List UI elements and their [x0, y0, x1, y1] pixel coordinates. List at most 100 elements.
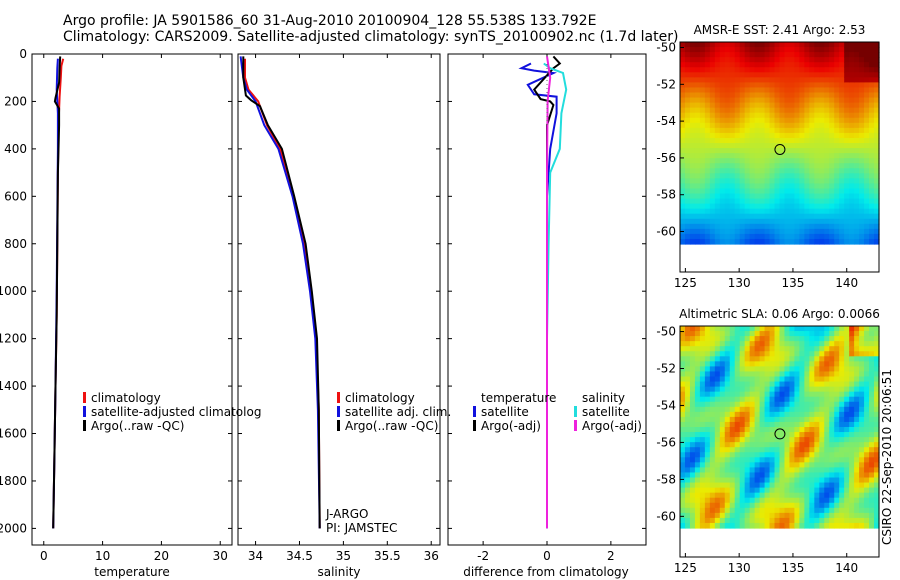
heatmap-cell	[864, 233, 870, 240]
heatmap-cell	[734, 421, 741, 428]
heatmap-cell	[869, 97, 875, 104]
heatmap-cell	[689, 477, 696, 484]
heatmap-cell	[759, 492, 766, 499]
heatmap-cell	[699, 132, 706, 139]
heatmap-cell	[804, 482, 810, 489]
heatmap-cell	[834, 223, 840, 230]
heatmap-cell	[714, 472, 721, 479]
heatmap-cell	[744, 477, 751, 484]
heatmap-cell	[864, 386, 870, 393]
heatmap-cell	[709, 163, 716, 169]
heatmap-cell	[854, 77, 860, 83]
heatmap-cell	[719, 223, 726, 230]
heatmap-cell	[829, 132, 835, 139]
heatmap-cell	[779, 447, 786, 453]
heatmap-cell	[819, 512, 825, 519]
heatmap-cell	[824, 168, 830, 174]
heatmap-cell	[859, 482, 865, 489]
heatmap-cell	[824, 203, 830, 210]
heatmap-cell	[874, 188, 880, 195]
heatmap-cell	[744, 411, 751, 418]
heatmap-cell	[699, 72, 706, 78]
heatmap-cell	[699, 427, 706, 433]
heatmap-cell	[704, 188, 711, 195]
heatmap-cell	[789, 82, 796, 89]
heatmap-cell	[769, 517, 776, 524]
heatmap-cell	[784, 411, 791, 418]
heatmap-cell	[854, 507, 860, 514]
heatmap-cell	[769, 153, 776, 159]
heatmap-cell	[829, 457, 835, 463]
heatmap-cell	[709, 331, 716, 337]
heatmap-cell	[839, 127, 845, 134]
heatmap-cell	[724, 208, 731, 215]
heatmap-cell	[714, 233, 721, 240]
heatmap-cell	[779, 457, 786, 463]
heatmap-cell	[709, 62, 716, 68]
heatmap-cell	[749, 97, 756, 104]
heatmap-cell	[849, 117, 855, 124]
heatmap-cell	[724, 122, 731, 129]
heatmap-cell	[784, 507, 791, 514]
heatmap-cell	[699, 346, 706, 352]
heatmap-cell	[854, 213, 860, 220]
heatmap-cell	[724, 366, 731, 373]
heatmap-cell	[699, 218, 706, 225]
heatmap-cell	[774, 42, 781, 48]
heatmap-cell	[854, 396, 860, 403]
heatmap-cell	[824, 218, 830, 225]
heatmap-cell	[680, 492, 686, 499]
heatmap-cell	[739, 432, 746, 438]
heatmap-cell	[859, 92, 865, 99]
heatmap-cell	[729, 127, 736, 134]
heatmap-cell	[814, 42, 820, 48]
heatmap-cell	[784, 67, 791, 73]
heatmap-cell	[694, 517, 701, 524]
heatmap-cell	[809, 168, 815, 174]
heatmap-cell	[849, 132, 855, 139]
heatmap-cell	[769, 351, 776, 357]
heatmap-cell	[719, 401, 726, 408]
heatmap-cell	[704, 502, 711, 509]
x-tick-label: 130	[728, 276, 751, 290]
heatmap-cell	[804, 406, 810, 413]
heatmap-cell	[759, 218, 766, 225]
heatmap-cell	[724, 356, 731, 362]
heatmap-cell	[819, 371, 825, 378]
heatmap-cell	[680, 467, 686, 474]
heatmap-cell	[769, 188, 776, 195]
heatmap-cell	[794, 341, 800, 347]
heatmap-cell	[839, 401, 845, 408]
heatmap-cell	[719, 366, 726, 373]
heatmap-cell	[719, 467, 726, 474]
heatmap-cell	[834, 457, 840, 463]
heatmap-cell	[804, 203, 810, 210]
heatmap-cell	[754, 87, 761, 94]
x-tick-label: 130	[728, 561, 751, 575]
heatmap-cell	[699, 233, 706, 240]
heatmap-cell	[729, 158, 736, 164]
heatmap-cell	[834, 67, 840, 73]
heatmap-cell	[824, 331, 830, 337]
heatmap-cell	[749, 132, 756, 139]
heatmap-cell	[764, 507, 771, 514]
heatmap-cell	[794, 396, 800, 403]
heatmap-cell	[709, 447, 716, 453]
heatmap-cell	[709, 82, 716, 89]
heatmap-cell	[769, 406, 776, 413]
heatmap-cell	[709, 42, 716, 48]
heatmap-cell	[794, 346, 800, 352]
heatmap-cell	[744, 213, 751, 220]
x-tick-label: 35.5	[374, 549, 401, 563]
heatmap-cell	[729, 396, 736, 403]
heatmap-cell	[874, 452, 880, 458]
heatmap-cell	[734, 112, 741, 119]
heatmap-cell	[729, 218, 736, 225]
heatmap-cell	[739, 178, 746, 184]
heatmap-cell	[819, 238, 825, 245]
heatmap-cell	[754, 452, 761, 458]
heatmap-cell	[849, 502, 855, 509]
heatmap-cell	[859, 381, 865, 388]
heatmap-cell	[864, 457, 870, 463]
heatmap-cell	[749, 442, 756, 448]
